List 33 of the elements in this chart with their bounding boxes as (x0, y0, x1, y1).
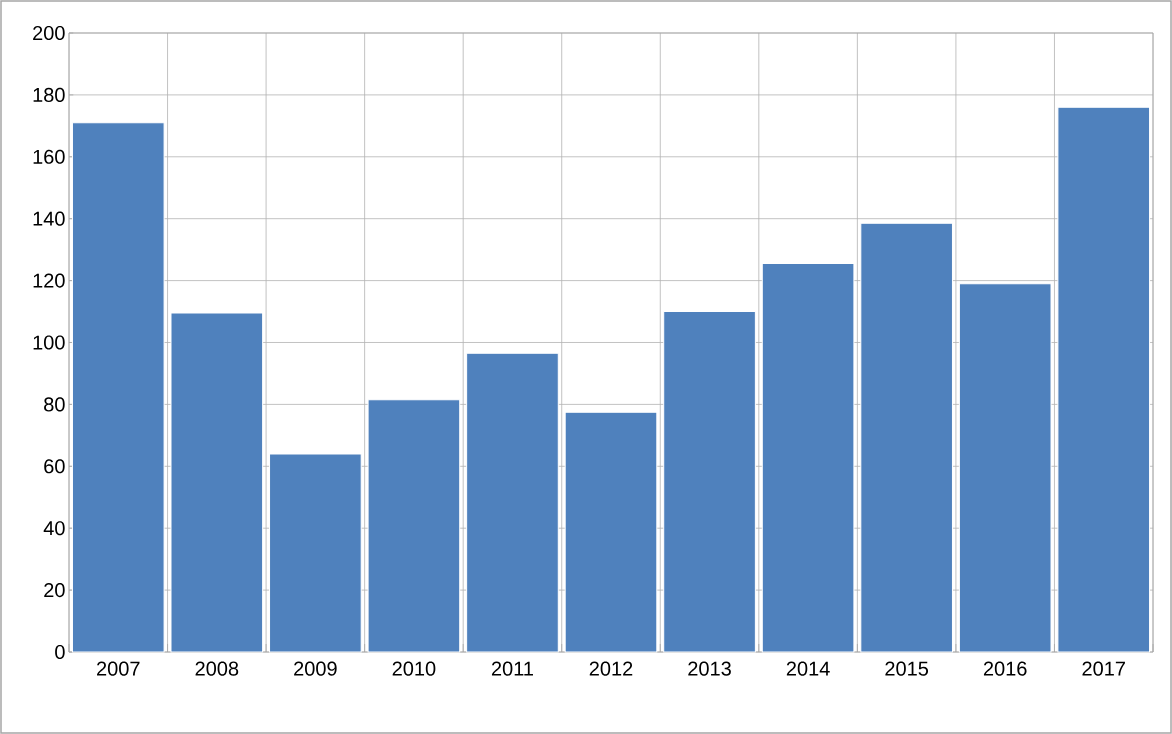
x-tick-label: 2010 (392, 661, 436, 676)
x-tick-label: 2015 (885, 661, 929, 676)
y-tick-label: 160 (33, 149, 65, 164)
bar (71, 122, 165, 653)
bar (663, 311, 756, 653)
x-tick-label: 2007 (97, 661, 140, 676)
bar (860, 222, 953, 653)
x-tick-label: 2014 (786, 661, 830, 676)
y-tick-label: 120 (33, 273, 65, 288)
x-tick-label: 2008 (195, 661, 239, 676)
bar (958, 283, 1052, 653)
y-tick-label: 140 (33, 211, 65, 226)
bar (564, 411, 658, 653)
x-tick-label: 2017 (1082, 661, 1125, 676)
y-tick-label: 180 (33, 87, 65, 102)
bar (367, 399, 461, 653)
x-tick-label: 2013 (688, 661, 731, 676)
bar (761, 263, 855, 653)
bar (269, 453, 362, 653)
bar (1057, 106, 1151, 653)
bar (466, 352, 559, 653)
y-tick-label: 200 (33, 25, 65, 41)
y-tick-label: 0 (55, 644, 65, 660)
y-tick-label: 100 (33, 335, 65, 350)
y-tick-label: 60 (44, 459, 65, 474)
x-tick-label: 2016 (983, 661, 1027, 676)
y-tick-label: 80 (44, 397, 65, 412)
y-tick-label: 20 (44, 583, 65, 598)
x-tick-label: 2012 (589, 661, 633, 676)
bar (170, 312, 264, 653)
x-tick-label: 2011 (491, 661, 533, 676)
y-tick-label: 40 (43, 521, 65, 536)
x-tick-label: 2009 (294, 661, 337, 676)
